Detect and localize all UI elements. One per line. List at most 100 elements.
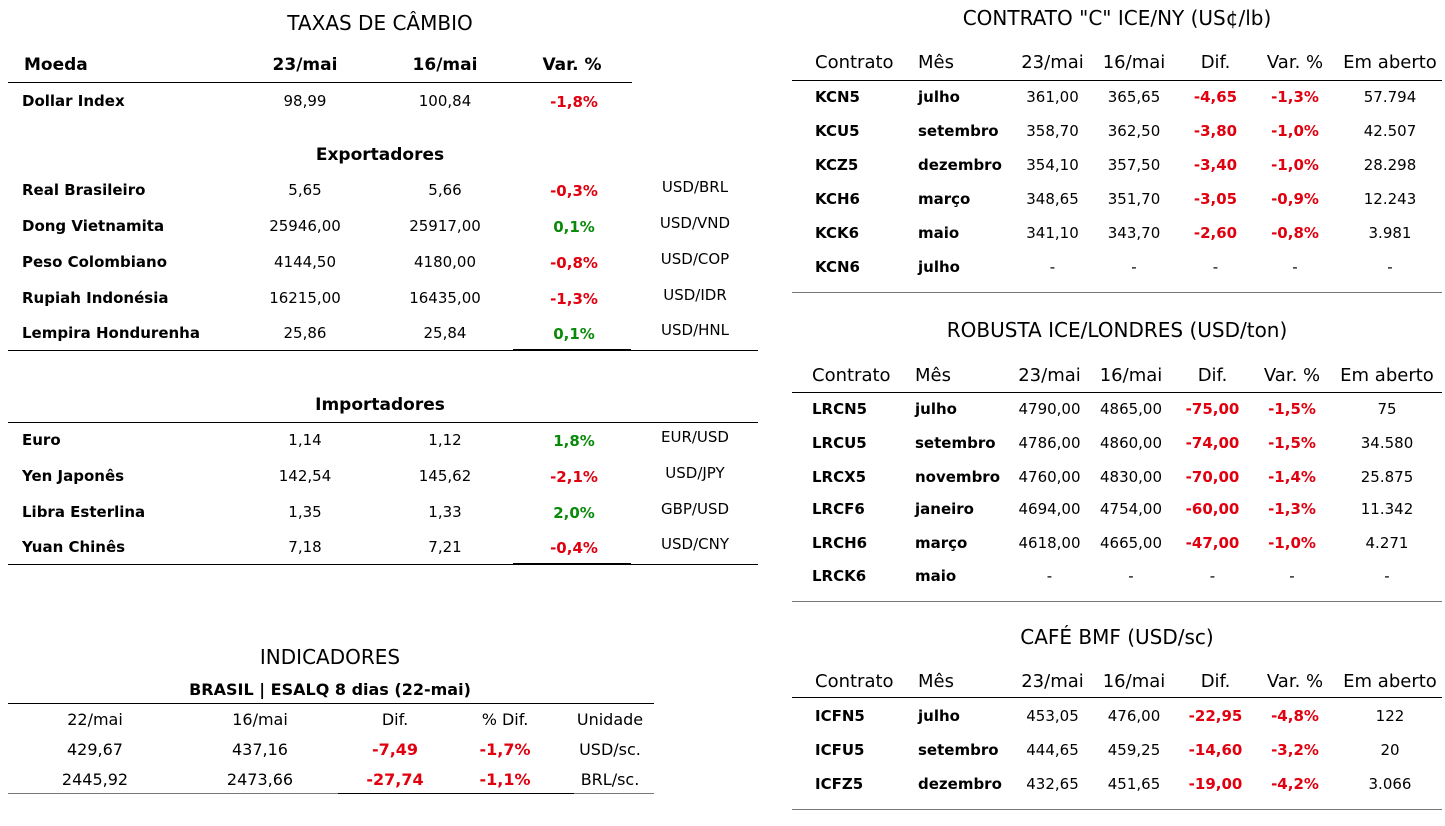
market-cell-6: 20 [1380,741,1400,759]
fx-exporter-row-var: -0,3% [550,182,598,200]
fx-exporter-row-pair: USD/IDR [663,286,727,304]
market-header-6: Em aberto [1343,671,1437,692]
fx-importers-title: Importadores [315,395,445,415]
market-cell-1: maio [918,224,960,242]
indicators-bottom-rule [8,793,654,794]
fx-importer-row-var: 1,8% [553,432,595,450]
fx-exporter-row-d16: 25,84 [423,324,467,342]
market-cell-6: 11.342 [1360,500,1414,518]
market-table-title: CONTRATO "C" ICE/NY (US¢/lb) [962,6,1272,30]
indicators-row-0-pct: -1,7% [479,740,531,759]
fx-importer-row-d16: 1,12 [428,431,462,449]
market-cell-1: julho [918,707,960,725]
market-cell-5: -1,5% [1268,400,1316,418]
market-cell-3: - [1131,258,1137,276]
fx-importer-row-d23: 142,54 [278,467,332,485]
fx-exporter-row-name: Real Brasileiro [22,181,146,199]
market-header-5: Var. % [1266,671,1324,692]
market-cell-1: março [915,534,968,552]
market-cell-3: 351,70 [1107,190,1161,208]
fx-exporter-row-var: 0,1% [553,218,595,236]
market-cell-1: dezembro [918,775,1002,793]
fx-importer-row-d16: 145,62 [418,467,472,485]
market-header-3: 16/mai [1102,52,1166,73]
market-cell-1: julho [918,88,960,106]
market-cell-4: -14,60 [1188,741,1243,759]
fx-exporter-row-pair: USD/BRL [661,178,729,196]
market-cell-3: 4860,00 [1099,434,1163,452]
market-header-rule [792,697,1442,698]
indicators-header-3: % Dif. [481,710,529,729]
market-cell-1: novembro [915,468,1001,486]
market-header-4: Dif. [1200,52,1231,73]
market-cell-4: - [1212,258,1219,276]
indicators-header-1: 16/mai [232,710,288,729]
indicators-bottom-rule-thick [338,793,574,794]
market-header-0: Contrato [812,365,891,386]
market-cell-5: -0,9% [1271,190,1319,208]
market-cell-4: -19,00 [1188,775,1243,793]
fx-exporter-row-name: Lempira Hondurenha [22,324,200,342]
fx-importer-row-var: -2,1% [550,468,598,486]
market-cell-5: -4,2% [1271,775,1319,793]
indicators-row-0-b: 437,16 [232,740,288,759]
market-header-rule [792,80,1442,81]
fx-exporter-row-d16: 25917,00 [409,217,481,235]
market-table-title: ROBUSTA ICE/LONDRES (USD/ton) [946,318,1288,342]
market-cell-1: julho [918,258,960,276]
market-header-rule [792,392,1442,393]
market-cell-3: 343,70 [1107,224,1161,242]
fx-dollar-index-d23: 98,99 [283,92,327,110]
fx-exporter-row-name: Dong Vietnamita [22,217,165,235]
market-cell-2: 453,05 [1026,707,1079,725]
market-bottom-rule [792,292,1442,293]
market-cell-2: 4694,00 [1018,500,1081,518]
market-cell-0: KCK6 [815,224,860,242]
market-cell-4: -75,00 [1185,400,1240,418]
market-cell-0: LRCX5 [812,468,867,486]
market-cell-4: -3,80 [1193,122,1238,140]
fx-exporters-title: Exportadores [315,145,445,165]
market-cell-6: - [1384,567,1390,585]
market-cell-2: 348,65 [1026,190,1079,208]
fx-importers-rule-thick [513,563,631,564]
indicators-header-2: Dif. [381,710,409,729]
fx-exporter-row-d23: 4144,50 [273,253,337,271]
market-cell-2: 361,00 [1026,88,1079,106]
market-cell-6: 4.271 [1365,534,1409,552]
market-cell-5: -1,4% [1268,468,1316,486]
market-cell-2: 354,10 [1026,156,1079,174]
market-cell-4: - [1209,567,1216,585]
market-cell-2: 341,10 [1026,224,1079,242]
market-cell-5: -1,3% [1268,500,1316,518]
indicators-header-0: 22/mai [67,710,123,729]
market-cell-4: -2,60 [1193,224,1238,242]
market-cell-5: -1,0% [1268,534,1316,552]
market-cell-1: dezembro [918,156,1002,174]
market-cell-0: KCU5 [815,122,860,140]
market-header-4: Dif. [1197,365,1228,386]
fx-exporter-row-d23: 25946,00 [269,217,341,235]
market-cell-1: setembro [915,434,996,452]
fx-importer-row-d16: 1,33 [428,503,462,521]
market-cell-1: setembro [918,122,999,140]
market-cell-6: 3.066 [1368,775,1412,793]
indicators-row-1-unit: BRL/sc. [580,770,640,789]
fx-importer-row-name: Libra Esterlina [22,503,146,521]
indicators-row-0-a: 429,67 [67,740,123,759]
market-cell-4: -70,00 [1185,468,1240,486]
market-cell-6: 34.580 [1360,434,1414,452]
indicators-top-rule [8,703,654,704]
fx-importer-row-var: -0,4% [550,539,598,557]
fx-exporter-row-var: -1,3% [550,290,598,308]
market-cell-3: - [1128,567,1134,585]
market-cell-5: -1,0% [1271,122,1319,140]
market-header-2: 23/mai [1018,365,1081,386]
market-cell-3: 459,25 [1107,741,1161,759]
market-cell-5: -4,8% [1271,707,1319,725]
market-cell-4: -22,95 [1188,707,1243,725]
fx-exporter-row-var: -0,8% [550,254,598,272]
indicators-row-1-a: 2445,92 [61,770,129,789]
market-cell-4: -4,65 [1193,88,1238,106]
fx-header-rule [8,82,632,83]
